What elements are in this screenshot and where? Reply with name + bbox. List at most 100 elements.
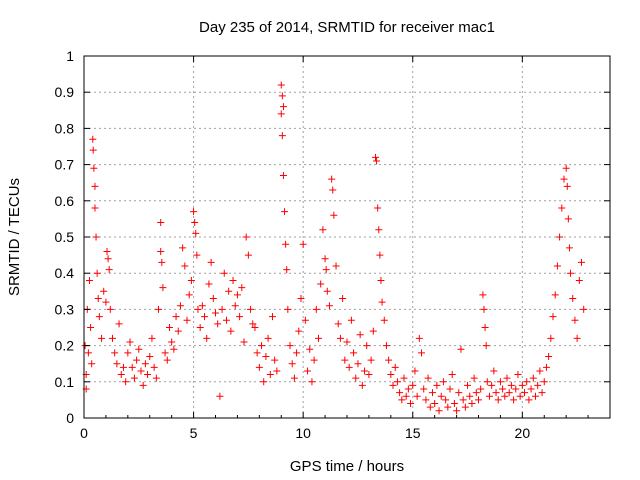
x-tick-label: 15 xyxy=(405,425,421,441)
data-point xyxy=(148,334,156,342)
data-point xyxy=(361,367,369,375)
data-point xyxy=(525,396,533,404)
data-point xyxy=(242,233,250,241)
data-point xyxy=(439,378,447,386)
data-point xyxy=(85,276,93,284)
data-point xyxy=(339,295,347,303)
data-point xyxy=(222,316,230,324)
data-point xyxy=(299,240,307,248)
data-point xyxy=(266,371,274,379)
data-point xyxy=(527,385,535,393)
data-point xyxy=(255,363,263,371)
data-point xyxy=(428,389,436,397)
data-point xyxy=(424,374,432,382)
data-point xyxy=(238,284,246,292)
data-point xyxy=(113,360,121,368)
data-point xyxy=(459,396,467,404)
data-point xyxy=(380,316,388,324)
data-point xyxy=(480,305,488,313)
data-point xyxy=(163,356,171,364)
data-point xyxy=(133,356,141,364)
data-point xyxy=(159,284,167,292)
data-point xyxy=(521,389,529,397)
x-axis-label: GPS time / hours xyxy=(290,458,404,475)
data-point xyxy=(450,400,458,408)
data-point xyxy=(216,392,224,400)
data-point xyxy=(122,378,130,386)
data-point xyxy=(271,356,279,364)
y-tick-label: 0.9 xyxy=(55,84,75,100)
data-point xyxy=(542,363,550,371)
data-point xyxy=(321,255,329,263)
data-point xyxy=(376,251,384,259)
data-point xyxy=(124,349,132,357)
x-tick-label: 10 xyxy=(295,425,311,441)
data-point xyxy=(492,389,500,397)
data-point xyxy=(431,400,439,408)
data-point xyxy=(442,396,450,404)
data-point xyxy=(98,334,106,342)
data-point xyxy=(308,378,316,386)
data-point xyxy=(426,403,434,411)
data-point xyxy=(225,287,233,295)
data-point xyxy=(89,135,97,143)
data-point xyxy=(157,247,165,255)
data-point xyxy=(277,81,285,89)
data-point xyxy=(190,208,198,216)
data-point xyxy=(111,349,119,357)
data-point xyxy=(385,356,393,364)
data-point xyxy=(437,392,445,400)
data-point xyxy=(87,324,95,331)
data-point xyxy=(179,244,187,252)
data-point xyxy=(510,396,518,404)
data-point xyxy=(336,334,344,342)
data-point xyxy=(94,295,102,303)
data-point xyxy=(564,215,572,223)
data-point xyxy=(168,338,176,346)
data-point xyxy=(354,360,362,368)
data-point xyxy=(146,352,154,360)
data-point xyxy=(343,338,351,346)
data-point xyxy=(562,164,570,172)
data-point xyxy=(377,276,385,284)
data-point xyxy=(93,269,101,277)
data-point xyxy=(117,371,125,379)
data-point xyxy=(565,244,573,252)
data-point xyxy=(106,305,114,313)
data-point xyxy=(283,266,291,274)
data-point xyxy=(258,342,266,350)
data-point xyxy=(435,407,443,415)
data-point xyxy=(485,392,493,400)
y-tick-label: 0.6 xyxy=(55,193,75,209)
data-point xyxy=(102,298,110,306)
data-point xyxy=(529,374,537,382)
data-point xyxy=(387,371,395,379)
data-point xyxy=(373,157,381,165)
data-point xyxy=(556,233,564,241)
data-point xyxy=(490,367,498,375)
data-point xyxy=(196,324,204,331)
data-point xyxy=(329,186,337,194)
data-point xyxy=(494,396,502,404)
chart-title: Day 235 of 2014, SRMTID for receiver mac… xyxy=(199,19,495,36)
data-point xyxy=(391,363,399,371)
data-point xyxy=(536,367,544,375)
data-point xyxy=(356,331,364,339)
data-point xyxy=(100,287,108,295)
data-point xyxy=(205,280,213,288)
data-point xyxy=(560,175,568,183)
data-point xyxy=(212,309,219,317)
data-point xyxy=(203,334,211,342)
data-point xyxy=(170,345,178,353)
data-point xyxy=(453,407,461,415)
data-point xyxy=(468,400,476,408)
data-point xyxy=(312,305,320,313)
data-point xyxy=(389,381,397,389)
data-point xyxy=(505,389,513,397)
data-point xyxy=(92,233,100,241)
data-point xyxy=(341,356,349,364)
data-point xyxy=(378,298,386,306)
data-point xyxy=(262,352,270,360)
data-point xyxy=(315,334,323,342)
data-point xyxy=(304,367,312,375)
